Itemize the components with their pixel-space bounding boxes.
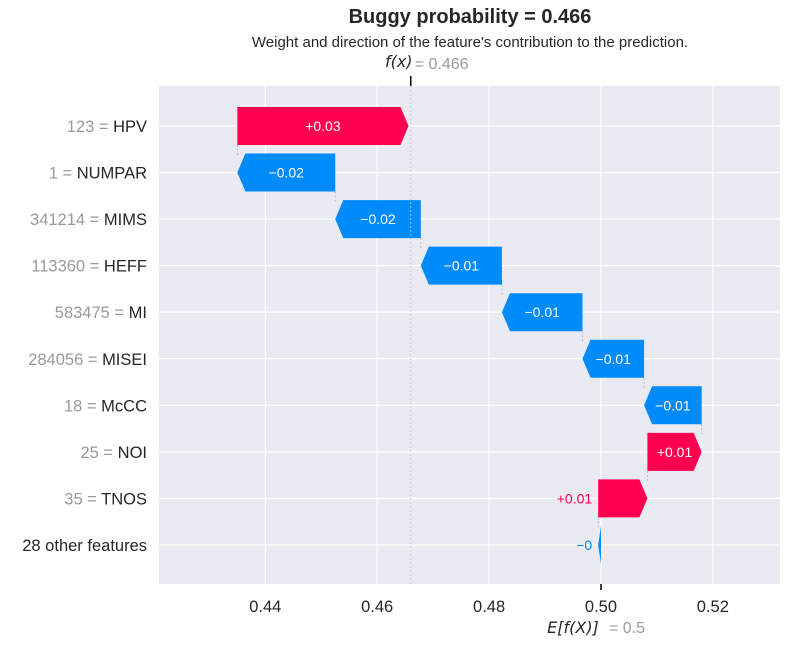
- fx-label: f(x): [385, 52, 413, 71]
- x-tick-label: 0.52: [697, 598, 729, 616]
- waterfall-bar: [582, 339, 645, 378]
- feature-name: 28 other features: [22, 537, 147, 555]
- feature-label: 583475 = MI: [55, 304, 147, 322]
- feature-value: 341214 =: [30, 211, 104, 229]
- feature-name: NOI: [118, 444, 147, 462]
- bar-value-label: −0: [576, 537, 592, 553]
- bar-labels: +0.03 −0.02 −0.02 −0.01 −0.01 −0.01 −0.01 +0.01…: [269, 118, 693, 553]
- feature-name: MI: [129, 304, 147, 322]
- feature-value: 583475 =: [55, 304, 129, 322]
- feature-label: 25 = NOI: [80, 444, 147, 462]
- waterfall-bar: [644, 386, 702, 425]
- bar-value-label: −0.01: [525, 304, 561, 320]
- waterfall-bar: [598, 479, 648, 518]
- waterfall-bar: [647, 432, 702, 471]
- efx-label: E[f(X)]: [547, 618, 599, 637]
- bar-value-label: +0.01: [657, 444, 693, 460]
- x-tick-label: 0.50: [585, 598, 617, 616]
- feature-label: 341214 = MIMS: [30, 211, 147, 229]
- chart-subtitle: Weight and direction of the feature's co…: [251, 34, 689, 51]
- feature-name: TNOS: [101, 490, 147, 508]
- waterfall-bar: [501, 293, 583, 332]
- feature-labels: 123 = HPV 1 = NUMPAR 341214 = MIMS 113360 =…: [22, 118, 147, 555]
- feature-name: MISEI: [102, 351, 147, 369]
- bar-value-label: +0.03: [305, 118, 341, 134]
- feature-value: 284056 =: [28, 351, 102, 369]
- feature-label: 113360 = HEFF: [31, 258, 147, 276]
- feature-value: 25 =: [80, 444, 117, 462]
- feature-value: 123 =: [67, 118, 113, 136]
- bars: [237, 107, 702, 564]
- x-tick-labels: 0.44 0.46 0.48 0.50 0.52: [249, 598, 729, 616]
- feature-value: 113360 =: [31, 258, 104, 276]
- bar-value-label: −0.01: [596, 351, 632, 367]
- feature-name: McCC: [101, 397, 147, 415]
- x-tick-label: 0.48: [473, 598, 505, 616]
- feature-value: 35 =: [64, 490, 101, 508]
- chart-title: Buggy probability = 0.466: [348, 6, 592, 28]
- feature-label: 28 other features: [22, 537, 147, 555]
- bar-value-label: −0.01: [444, 258, 480, 274]
- waterfall-bar: [237, 107, 409, 145]
- feature-label: 123 = HPV: [67, 118, 147, 136]
- feature-value: 1 =: [49, 165, 77, 183]
- waterfall-bar: [420, 246, 502, 285]
- axis-markers: f(x) = 0.466 E[f(X)] = 0.5: [385, 52, 645, 637]
- x-tick-label: 0.44: [249, 598, 281, 616]
- feature-name: HPV: [113, 118, 147, 136]
- connector-lines: [236, 145, 703, 528]
- bar-value-label: −0.02: [360, 211, 396, 227]
- waterfall-bar: [598, 525, 601, 564]
- fx-value: = 0.466: [415, 56, 469, 73]
- feature-label: 35 = TNOS: [64, 490, 147, 508]
- waterfall-bar: [335, 200, 421, 239]
- feature-label: 284056 = MISEI: [28, 351, 147, 369]
- bar-value-label: −0.01: [655, 397, 691, 413]
- feature-name: MIMS: [104, 211, 147, 229]
- x-tick-label: 0.46: [361, 598, 393, 616]
- feature-name: NUMPAR: [77, 165, 147, 183]
- feature-name: HEFF: [104, 258, 147, 276]
- feature-value: 18 =: [64, 397, 101, 415]
- efx-value: = 0.5: [609, 620, 645, 637]
- feature-label: 1 = NUMPAR: [49, 165, 147, 183]
- waterfall-bar: [237, 153, 336, 192]
- bar-value-label: +0.01: [557, 490, 593, 506]
- bar-value-label: −0.02: [269, 165, 305, 181]
- feature-label: 18 = McCC: [64, 397, 147, 415]
